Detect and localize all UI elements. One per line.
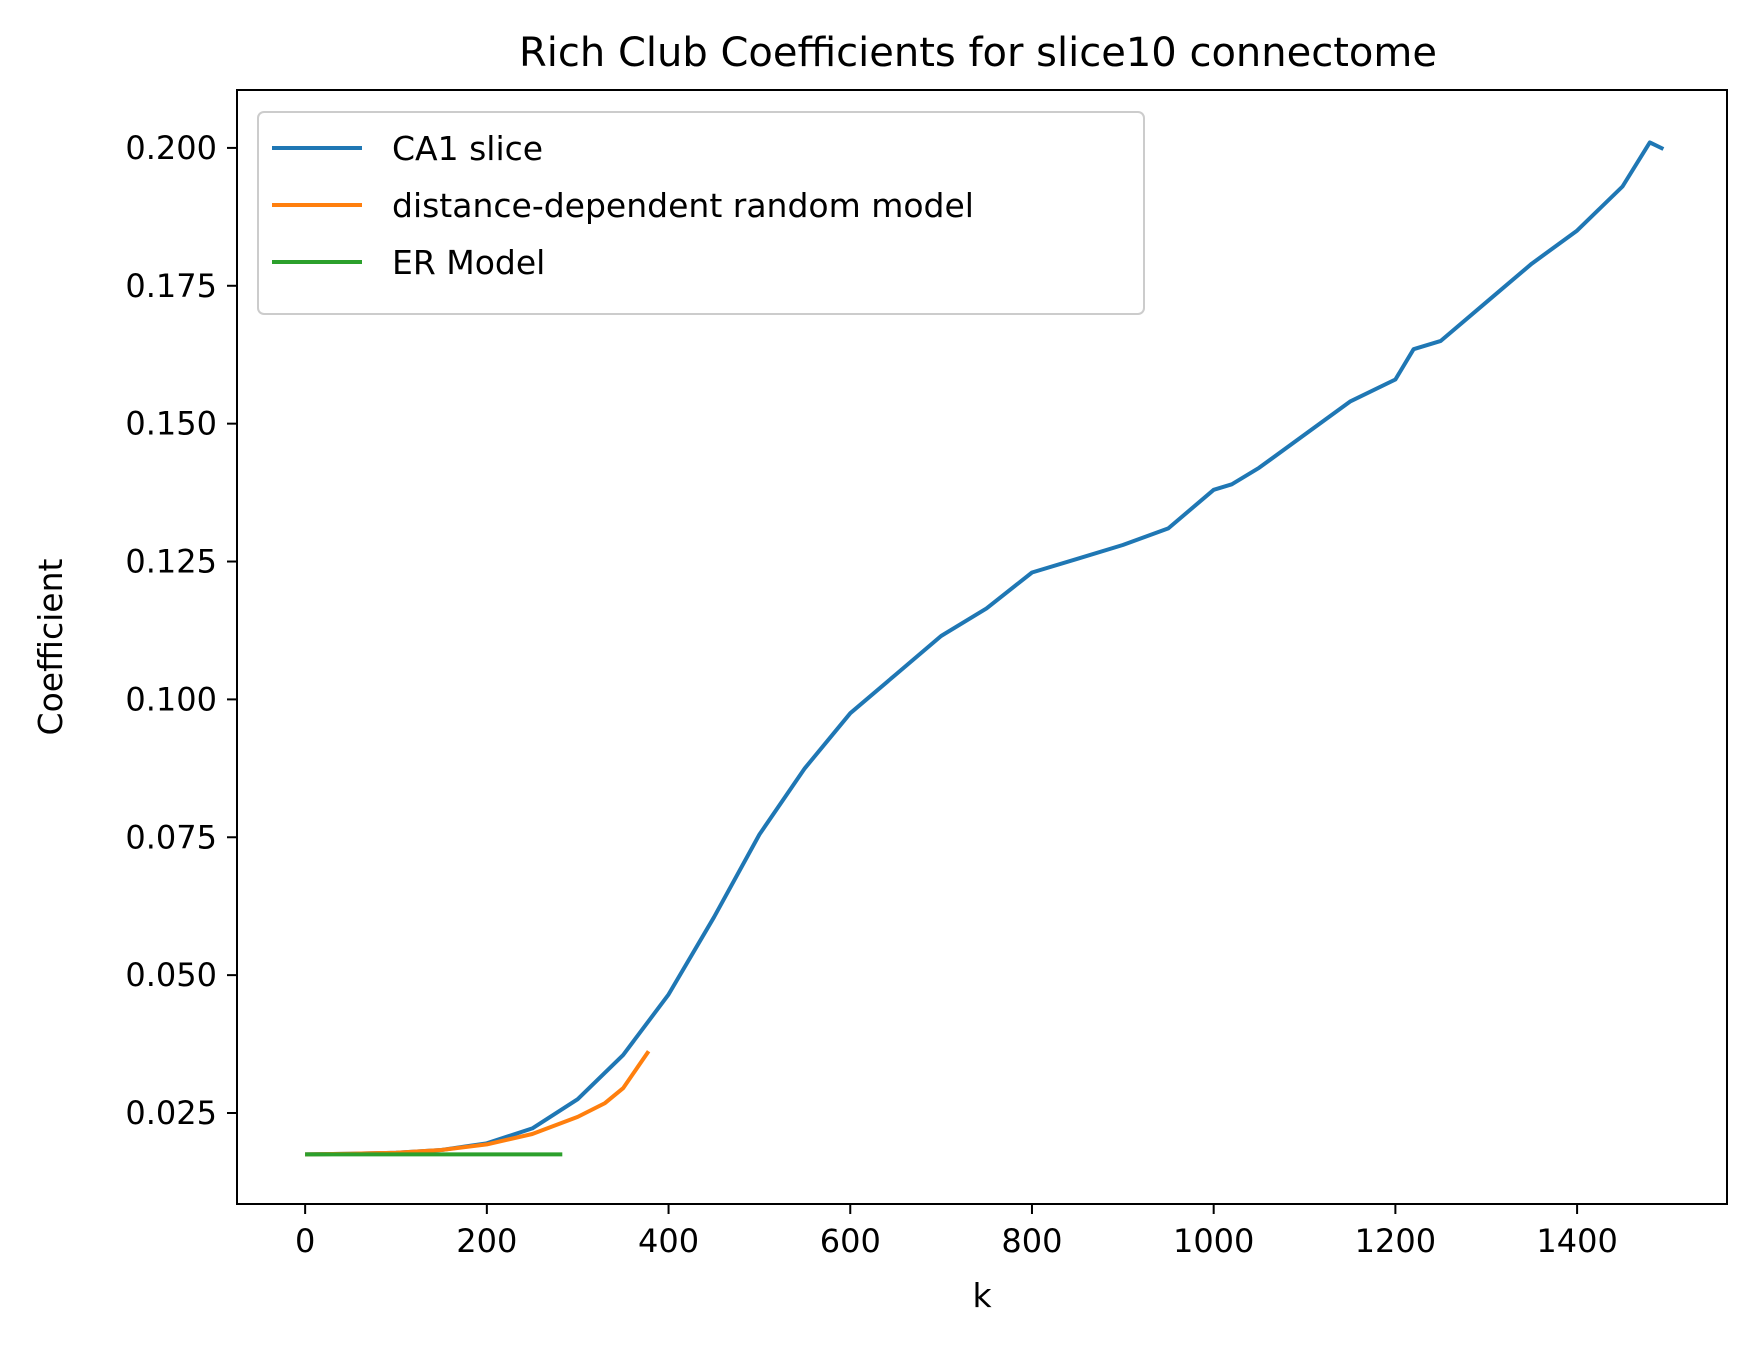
- legend-box: [257, 111, 1145, 315]
- y-tick-label: 0.050: [125, 956, 217, 994]
- x-tick-label: 1400: [1536, 1222, 1617, 1260]
- x-tick-label: 600: [820, 1222, 881, 1260]
- x-tick-label: 0: [295, 1222, 315, 1260]
- y-tick-label: 0.100: [125, 680, 217, 718]
- y-axis-label: Coefficient: [31, 558, 70, 735]
- y-tick-label: 0.200: [125, 129, 217, 167]
- x-tick-label: 1000: [1173, 1222, 1254, 1260]
- plot-area-frame: [236, 89, 1728, 1205]
- y-tick-label: 0.150: [125, 405, 217, 443]
- x-tick-label: 400: [638, 1222, 699, 1260]
- x-tick-label: 1200: [1355, 1222, 1436, 1260]
- y-tick-label: 0.175: [125, 267, 217, 305]
- x-tick-label: 200: [456, 1222, 517, 1260]
- series-line-ca1-slice: [305, 140, 1665, 1157]
- legend: CA1 slice distance-dependent random model…: [257, 111, 1145, 315]
- y-tick-label: 0.075: [125, 818, 217, 856]
- chart-title: Rich Club Coefficients for slice10 conne…: [519, 30, 1437, 76]
- x-tick-label: 800: [1001, 1222, 1062, 1260]
- y-tick-label: 0.025: [125, 1094, 217, 1132]
- y-axis-ticks: 0.025 0.050 0.075 0.100 0.125 0.150 0.175 0.200: [125, 129, 237, 1132]
- legend-label-distance-dependent-random-model: distance-dependent random model: [392, 186, 974, 225]
- legend-label-ca1-slice: CA1 slice: [392, 129, 543, 168]
- x-axis-ticks: 0 200 400 600 800 1000 1200 1400: [295, 1204, 1618, 1260]
- legend-label-er-model: ER Model: [392, 243, 545, 282]
- y-tick-label: 0.125: [125, 543, 217, 581]
- x-axis-label: k: [972, 1276, 992, 1315]
- series-layer: [305, 140, 1665, 1157]
